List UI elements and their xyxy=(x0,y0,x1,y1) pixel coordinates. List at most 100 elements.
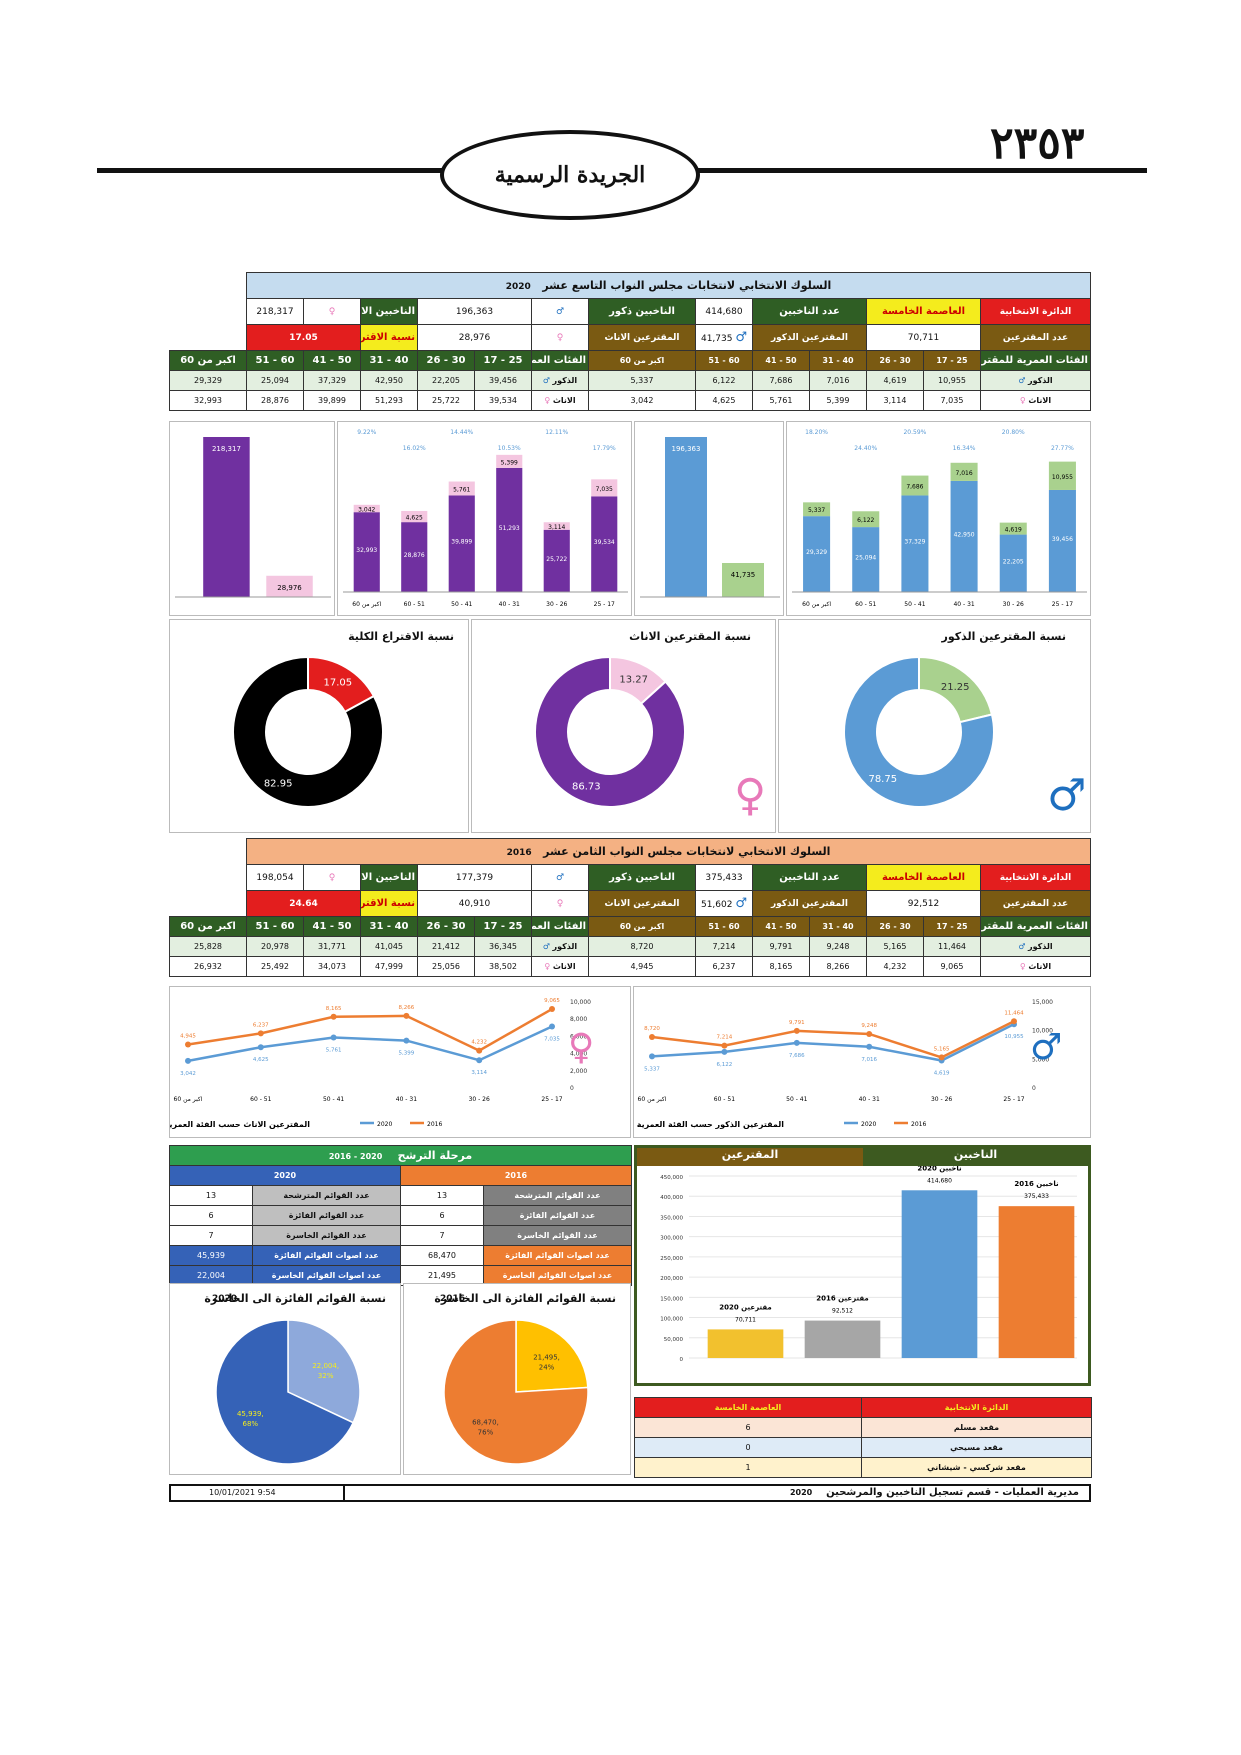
y-tick: 15,000 xyxy=(1032,999,1053,1006)
seat-label: مقعد مسلم xyxy=(861,1417,1092,1438)
turnout-bar xyxy=(591,479,618,497)
pct-label: 24.40% xyxy=(854,445,877,452)
turnout-male-cell: 9,791 xyxy=(752,936,810,957)
total-bar xyxy=(722,562,764,597)
voters-female-cell: 39,534 xyxy=(474,390,532,411)
compare-voters-header: الناخبين xyxy=(863,1148,1088,1166)
voters-male-cell: 41,045 xyxy=(360,936,418,957)
turnout-male-cell: 11,464 xyxy=(923,936,981,957)
age-tick: 50 - 41 xyxy=(451,601,472,608)
point-label: 4,945 xyxy=(180,1033,196,1039)
female-voters-label: الناخبين الاناث xyxy=(360,864,418,891)
chart-title: المقترعين الذكور حسب الفئة العمرية xyxy=(637,1120,785,1129)
female-turnout-label: المقترعين الاناث xyxy=(588,324,696,351)
female-icon: ♀ xyxy=(531,890,589,917)
series-line xyxy=(187,1025,553,1063)
point-label: 5,165 xyxy=(934,1046,950,1052)
turnout-female-cell: 3,114 xyxy=(866,390,924,411)
voters-bar-label: 29,329 xyxy=(806,549,827,556)
turnout-bar xyxy=(803,502,831,517)
total-turnout-value: 70,711 xyxy=(866,324,981,351)
point-label: 7,686 xyxy=(789,1053,805,1059)
donut-label: 86.73 xyxy=(572,781,601,792)
turnout-bar-label: 5,761 xyxy=(453,487,470,494)
turnout-male-cell: 7,686 xyxy=(752,370,810,391)
male-turnout-value: ♂ 51,602 xyxy=(695,890,753,917)
total-turnout-value: 92,512 xyxy=(866,890,981,917)
age-tick: 40 - 31 xyxy=(953,601,974,608)
pie-slice xyxy=(215,1319,355,1465)
point-label: 11,464 xyxy=(1004,1010,1024,1016)
cand-label-2016: عدد القوائم الخاسرة xyxy=(483,1225,632,1246)
y-tick: 400,000 xyxy=(660,1195,683,1201)
seat-value: 1 xyxy=(634,1457,862,1478)
y-tick: 50,000 xyxy=(664,1337,684,1343)
turnout-value: 17.05 xyxy=(246,324,361,351)
point-label: 5,337 xyxy=(644,1066,660,1072)
voters-bar xyxy=(496,467,523,592)
donut-slice xyxy=(232,655,384,808)
footer-divider xyxy=(343,1486,345,1500)
compare-bar-category: مقترعين 2016 xyxy=(816,1295,868,1303)
age-label: 50 - 41 xyxy=(752,350,810,371)
age-label: 25 - 17 xyxy=(923,350,981,371)
male-icon: ♂ xyxy=(531,864,589,891)
cand-value-2020: 22,004 xyxy=(169,1265,253,1286)
voters-bar xyxy=(852,527,880,592)
voters-male-cell: 31,771 xyxy=(303,936,361,957)
female-row-label: الاناث ♀ xyxy=(531,390,589,411)
pie-label: 24% xyxy=(539,1363,555,1371)
turnout-female-cell: 7,035 xyxy=(923,390,981,411)
voters-male-cell: 39,456 xyxy=(474,370,532,391)
male-row-label: الذكور ♂ xyxy=(980,370,1091,391)
total-bar xyxy=(266,575,313,597)
total-bar-label: 196,363 xyxy=(672,445,701,453)
voters-male-cell: 42,950 xyxy=(360,370,418,391)
pct-label: 17.79% xyxy=(593,445,616,452)
table-2020: السلوك الانتخابي لانتخابات مجلس النواب ا… xyxy=(169,272,1091,411)
series-point xyxy=(330,1034,337,1041)
age-header-turnout: الفئات العمرية للمقترعين xyxy=(980,350,1091,371)
voters-bar xyxy=(999,534,1027,592)
compare-bar xyxy=(901,1190,978,1358)
point-label: 7,214 xyxy=(717,1035,733,1041)
turnout-female-cell: 5,761 xyxy=(752,390,810,411)
turnout-bar xyxy=(950,462,978,481)
x-tick: اكبر من 60 xyxy=(638,1096,667,1103)
y-tick: 0 xyxy=(680,1357,684,1363)
turnout-male-cell: 5,337 xyxy=(588,370,696,391)
title-2020: السلوك الانتخابي لانتخابات مجلس النواب ا… xyxy=(246,272,1091,299)
seat-value: 6 xyxy=(634,1417,862,1438)
pie-slice xyxy=(287,1319,361,1424)
donut-female: نسبة المقترعين الاناث 13.27 86.73 ♀ xyxy=(471,619,776,833)
voters-bar xyxy=(901,495,929,592)
turnout-bar-label: 7,035 xyxy=(596,486,613,493)
voters-male-cell: 37,329 xyxy=(303,370,361,391)
age-label: 40 - 31 xyxy=(809,350,867,371)
age-label: 40 - 31 xyxy=(809,916,867,937)
turnout-bar-label: 3,114 xyxy=(548,524,565,531)
series-point xyxy=(476,1047,483,1054)
year-2016-header: 2016 xyxy=(400,1165,632,1186)
male-turnout-value: ♂ 41,735 xyxy=(695,324,753,351)
cand-label-2016: عدد اصوات القوائم الفائزة xyxy=(483,1245,632,1266)
age-label: 30 - 26 xyxy=(417,916,475,937)
donut-label: 78.75 xyxy=(868,774,897,785)
cand-value-2016: 13 xyxy=(400,1185,484,1206)
turnout-female-cell: 4,625 xyxy=(695,390,753,411)
legend-2016: 2016 xyxy=(427,1121,442,1128)
male-figure-icon: ♂ xyxy=(1030,1027,1063,1068)
candidacy-title: مرحلة الترشح 2020 - 2016 xyxy=(169,1145,632,1166)
turnout-male-cell: 7,214 xyxy=(695,936,753,957)
turnout-female-cell: 6,237 xyxy=(695,956,753,977)
seats-table: الدائرة الانتخابية العاصمة الخامسة مقعد … xyxy=(634,1397,1092,1478)
female-voters-value: 218,317 xyxy=(246,298,304,325)
male-voters-value: 177,379 xyxy=(417,864,532,891)
y-tick: 350,000 xyxy=(660,1215,683,1221)
age-tick: 25 - 17 xyxy=(1052,601,1073,608)
voters-female-cell: 26,932 xyxy=(169,956,247,977)
point-label: 7,016 xyxy=(861,1057,877,1063)
age-tick: 50 - 41 xyxy=(904,601,925,608)
age-label: 60 - 51 xyxy=(246,350,304,371)
pie-label: 22,004, xyxy=(312,1362,339,1370)
